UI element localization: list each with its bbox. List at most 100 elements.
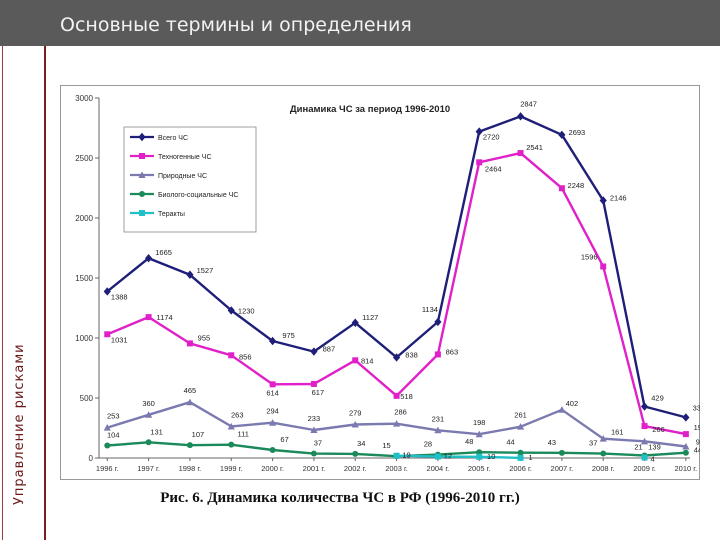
side-label: Управление рисками bbox=[12, 343, 27, 505]
data-label: 253 bbox=[107, 412, 120, 421]
legend-marker bbox=[138, 171, 146, 178]
data-point bbox=[640, 402, 649, 411]
data-label: 1230 bbox=[238, 306, 255, 315]
data-point bbox=[310, 426, 318, 434]
data-label: 96 bbox=[696, 437, 700, 446]
data-point bbox=[476, 449, 483, 456]
data-point bbox=[558, 406, 566, 413]
x-tick-label: 2005 г. bbox=[468, 464, 491, 473]
data-label: 37 bbox=[589, 439, 597, 448]
data-point bbox=[144, 254, 153, 263]
data-label: 429 bbox=[651, 394, 664, 403]
data-label: 4 bbox=[650, 455, 654, 464]
data-label: 1388 bbox=[111, 292, 128, 301]
data-point bbox=[228, 441, 235, 448]
data-label: 44 bbox=[506, 438, 514, 447]
data-label: 2248 bbox=[568, 181, 585, 190]
data-label: 104 bbox=[107, 431, 120, 440]
data-label: 1134 bbox=[422, 305, 438, 314]
legend-label: Теракты bbox=[158, 211, 185, 218]
data-label: 856 bbox=[239, 352, 252, 361]
data-label: 1031 bbox=[111, 335, 128, 344]
data-label: 2541 bbox=[526, 143, 543, 152]
sidebar: Управление рисками bbox=[0, 0, 46, 540]
data-point bbox=[310, 450, 317, 457]
y-tick-label: 1500 bbox=[75, 274, 93, 283]
data-point bbox=[352, 450, 359, 457]
y-tick-label: 2500 bbox=[75, 154, 93, 163]
x-tick-label: 2000 г. bbox=[261, 464, 284, 473]
data-point bbox=[434, 351, 441, 358]
legend-label: Техногенные ЧС bbox=[158, 154, 212, 161]
data-point bbox=[227, 306, 235, 315]
data-label: 338 bbox=[693, 403, 700, 412]
data-point bbox=[310, 380, 317, 387]
data-point bbox=[103, 287, 111, 296]
data-point bbox=[599, 196, 607, 205]
data-label: 2847 bbox=[520, 99, 537, 108]
data-point bbox=[393, 452, 400, 459]
data-label: 279 bbox=[349, 409, 362, 418]
data-label: 1665 bbox=[155, 248, 172, 257]
data-label: 198 bbox=[473, 418, 486, 427]
data-point bbox=[475, 430, 483, 438]
data-label: 161 bbox=[611, 428, 624, 437]
x-tick-label: 2003 г. bbox=[385, 464, 408, 473]
data-point bbox=[103, 424, 111, 431]
data-label: 19 bbox=[402, 451, 410, 460]
data-point bbox=[558, 185, 565, 192]
data-point bbox=[682, 449, 689, 456]
legend-box bbox=[123, 126, 257, 233]
data-point bbox=[600, 450, 607, 457]
y-tick-label: 2000 bbox=[75, 214, 93, 223]
data-label: 887 bbox=[323, 345, 336, 354]
data-label: 44 bbox=[694, 446, 700, 455]
x-tick-label: 2008 г. bbox=[592, 464, 615, 473]
data-point bbox=[516, 423, 525, 430]
x-tick-label: 2001 г. bbox=[303, 464, 326, 473]
data-point bbox=[351, 420, 359, 428]
y-tick-label: 500 bbox=[80, 394, 94, 403]
data-label: 1127 bbox=[362, 313, 378, 322]
x-tick-label: 2009 г. bbox=[633, 464, 656, 473]
data-point bbox=[186, 270, 194, 279]
data-label: 48 bbox=[465, 437, 473, 446]
data-label: 261 bbox=[514, 411, 527, 420]
data-point bbox=[227, 422, 235, 430]
y-tick-label: 3000 bbox=[75, 94, 93, 103]
data-label: 37 bbox=[314, 439, 322, 448]
x-tick-label: 2010 г. bbox=[675, 464, 698, 473]
data-label: 34 bbox=[357, 439, 365, 448]
data-label: 465 bbox=[184, 386, 197, 395]
data-label: 263 bbox=[231, 410, 244, 419]
sidebar-edge bbox=[2, 46, 3, 540]
data-point bbox=[269, 381, 276, 388]
data-label: 286 bbox=[394, 408, 407, 417]
data-point bbox=[558, 130, 566, 140]
chart: Динамика ЧС за период 1996-2010 0 500 1000 1… bbox=[60, 85, 700, 480]
slide-title: Основные термины и определения bbox=[60, 14, 412, 36]
data-point bbox=[145, 439, 152, 446]
data-label: 67 bbox=[280, 435, 288, 444]
data-point bbox=[475, 127, 483, 136]
data-point bbox=[392, 420, 401, 427]
sidebar-divider bbox=[44, 46, 46, 540]
sidebar-top-block bbox=[0, 0, 46, 46]
data-label: 2693 bbox=[569, 128, 586, 137]
data-point bbox=[186, 340, 193, 347]
data-point bbox=[269, 446, 276, 453]
data-point bbox=[392, 353, 401, 362]
data-label: 28 bbox=[424, 440, 432, 449]
x-tick-label: 1998 г. bbox=[179, 464, 202, 473]
legend-marker bbox=[139, 210, 145, 216]
data-label: 863 bbox=[446, 347, 459, 356]
data-label: 131 bbox=[150, 427, 163, 436]
data-point bbox=[104, 331, 111, 338]
data-point bbox=[641, 454, 648, 461]
legend-label: Биолого-социальные ЧС bbox=[158, 192, 238, 199]
data-label: 15 bbox=[382, 441, 390, 450]
y-tick-label: 0 bbox=[89, 454, 94, 463]
data-label: 233 bbox=[308, 414, 321, 423]
data-label: 111 bbox=[238, 430, 249, 439]
data-point bbox=[517, 449, 524, 456]
